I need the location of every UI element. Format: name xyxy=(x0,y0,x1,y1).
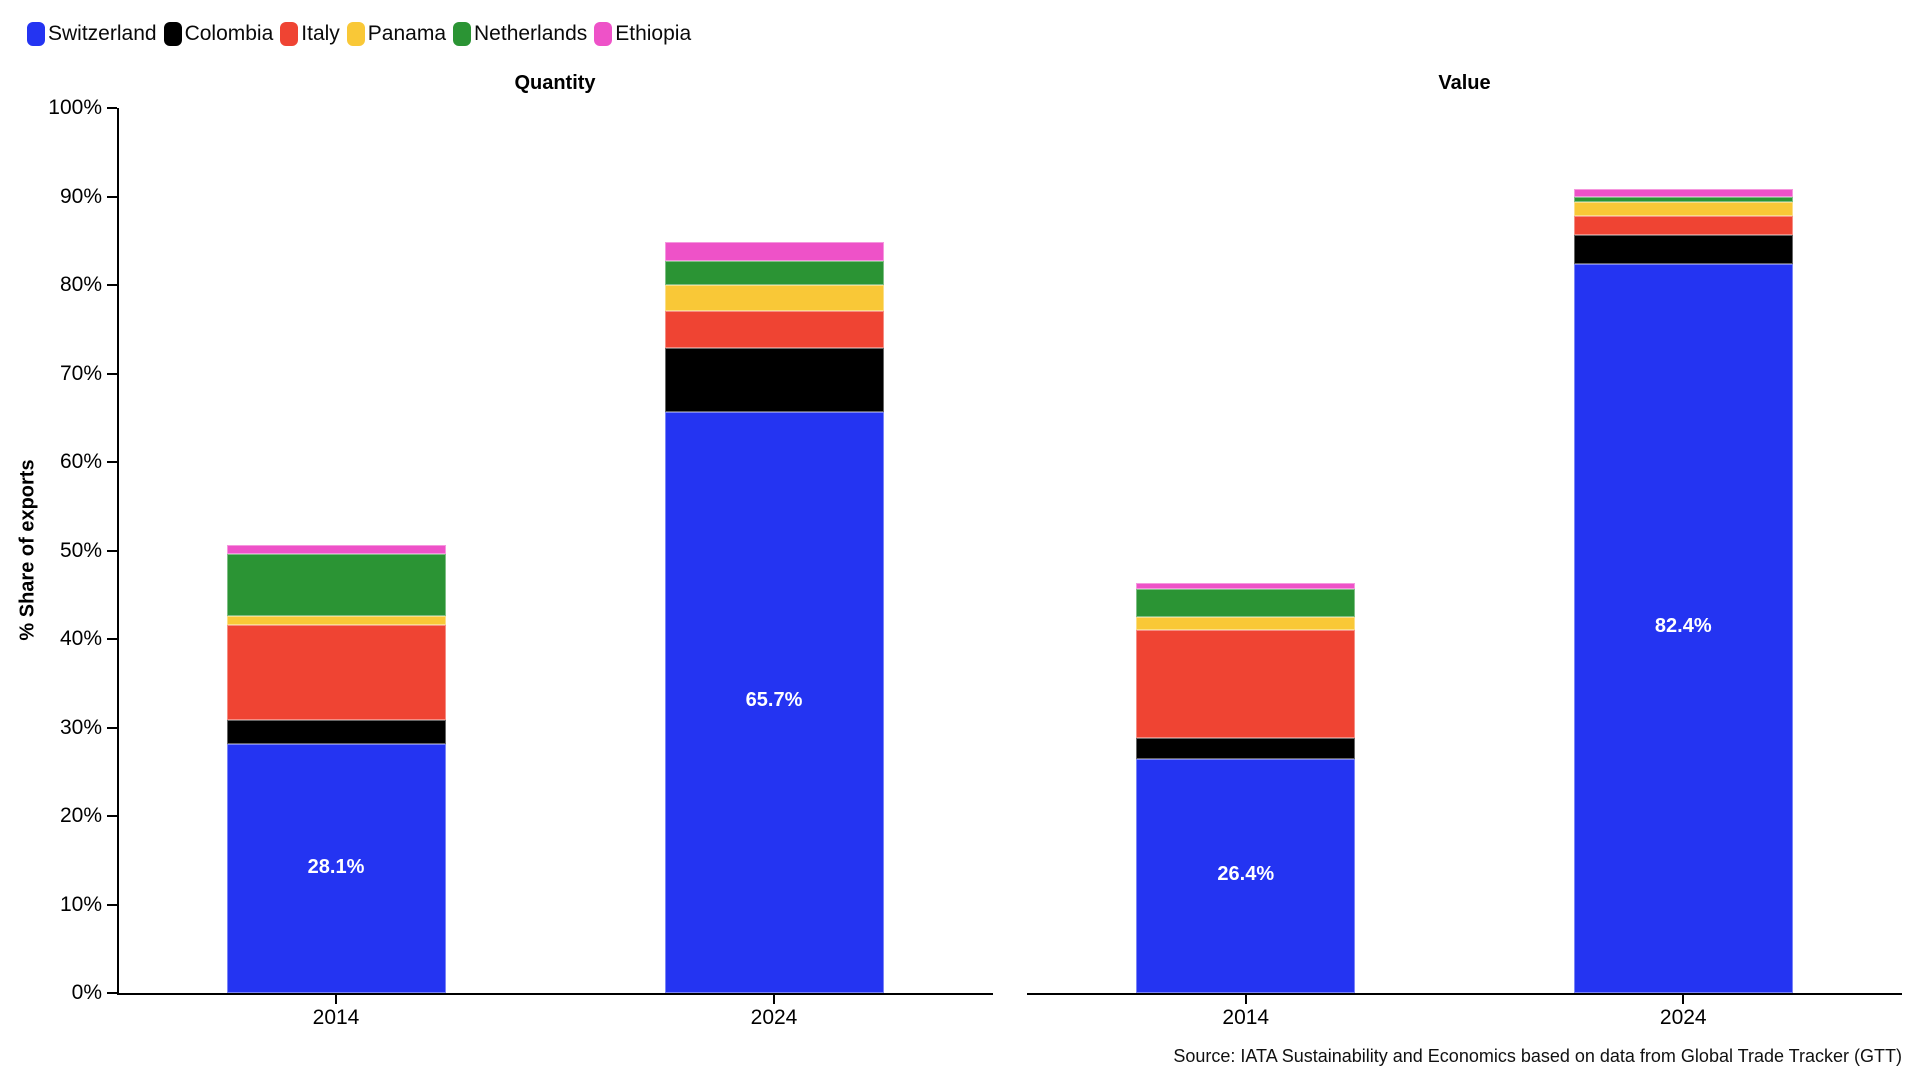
y-tick xyxy=(107,992,117,994)
bar-segment-netherlands-2024 xyxy=(1573,197,1793,202)
y-tick-label: 30% xyxy=(59,715,102,739)
y-tick xyxy=(107,372,117,375)
x-tick xyxy=(1682,995,1685,1004)
legend-item-colombia: Colombia xyxy=(163,22,274,46)
bar-segment-ethiopia-2024 xyxy=(664,241,884,262)
bar-segment-switzerland-2014 xyxy=(226,744,446,993)
legend-swatch-switzerland xyxy=(27,22,45,46)
legend-item-switzerland: Switzerland xyxy=(27,22,157,46)
legend-swatch-netherlands xyxy=(453,22,472,46)
y-tick-label: 60% xyxy=(59,450,102,473)
x-axis-line xyxy=(117,993,993,995)
y-tick-label: 20% xyxy=(59,804,102,827)
bar-value-label-switzerland-2014: 28.1% xyxy=(307,855,365,878)
y-tick-label: 90% xyxy=(59,184,102,208)
y-tick-label: 80% xyxy=(59,273,102,296)
legend-label: Ethiopia xyxy=(615,22,692,45)
chart-title-value: Value xyxy=(1438,72,1491,94)
legend-item-ethiopia: Ethiopia xyxy=(594,22,691,46)
bar-segment-netherlands-2014 xyxy=(1136,589,1356,617)
chart-title-quantity: Quantity xyxy=(514,72,596,94)
bar-segment-switzerland-2024 xyxy=(664,411,884,993)
bar-segment-italy-2014 xyxy=(1136,630,1356,739)
y-tick xyxy=(107,195,117,198)
bar-segment-italy-2024 xyxy=(664,310,884,348)
bar-value-label-switzerland-2014: 26.4% xyxy=(1217,863,1275,886)
y-tick xyxy=(107,638,117,640)
y-tick xyxy=(107,726,117,729)
bar-segment-switzerland-2014 xyxy=(1136,759,1356,993)
legend-item-italy: Italy xyxy=(280,22,340,46)
y-tick xyxy=(107,461,117,463)
bar-segment-ethiopia-2014 xyxy=(226,545,446,555)
source-note: Source: IATA Sustainability and Economic… xyxy=(1173,1046,1902,1066)
bar-segment-colombia-2014 xyxy=(1136,738,1356,760)
bar-segment-netherlands-2014 xyxy=(226,554,446,616)
legend-label: Italy xyxy=(301,22,340,45)
y-tick-label: 10% xyxy=(59,892,102,916)
x-tick xyxy=(773,995,775,1004)
bar-segment-netherlands-2024 xyxy=(664,261,884,285)
bar-segment-panama-2014 xyxy=(226,615,446,625)
bar-segment-ethiopia-2024 xyxy=(1573,189,1793,198)
x-tick xyxy=(335,995,337,1004)
bar-segment-panama-2014 xyxy=(1136,616,1356,631)
bar-segment-panama-2024 xyxy=(1573,201,1793,216)
y-tick-label: 0% xyxy=(71,981,102,1004)
legend-label: Colombia xyxy=(184,22,274,45)
x-tick-label-2024: 2024 xyxy=(750,1006,798,1029)
legend-label: Netherlands xyxy=(474,22,588,45)
bar-segment-ethiopia-2014 xyxy=(1136,583,1356,590)
y-tick xyxy=(107,284,117,286)
legend-label: Switzerland xyxy=(48,22,157,45)
x-tick-label-2014: 2014 xyxy=(1222,1006,1270,1029)
y-tick xyxy=(107,107,117,109)
y-tick-label: 100% xyxy=(48,96,102,119)
legend-swatch-italy xyxy=(280,22,299,46)
x-tick xyxy=(1244,995,1247,1004)
bar-value-label-switzerland-2024: 82.4% xyxy=(1654,615,1712,638)
legend-item-panama: Panama xyxy=(346,22,447,46)
legend-label: Panama xyxy=(367,22,447,45)
bar-segment-colombia-2024 xyxy=(1573,235,1793,264)
y-tick xyxy=(107,549,117,552)
bar-segment-colombia-2014 xyxy=(226,719,446,745)
legend-swatch-colombia xyxy=(163,22,182,46)
y-tick xyxy=(107,903,117,906)
bar-segment-panama-2024 xyxy=(664,285,884,311)
y-tick-label: 50% xyxy=(59,538,102,562)
x-tick-label-2014: 2014 xyxy=(312,1006,360,1029)
y-tick xyxy=(107,815,117,817)
x-axis-line xyxy=(1027,993,1902,995)
bar-segment-italy-2024 xyxy=(1573,215,1793,236)
bar-value-label-switzerland-2024: 65.7% xyxy=(745,689,803,712)
legend-swatch-panama xyxy=(346,22,365,46)
x-tick-label-2024: 2024 xyxy=(1659,1006,1707,1029)
bar-segment-switzerland-2024 xyxy=(1573,263,1793,993)
y-tick-label: 70% xyxy=(59,361,102,385)
legend-swatch-ethiopia xyxy=(594,22,613,46)
bar-segment-italy-2014 xyxy=(226,624,446,720)
legend: Switzerland Colombia Italy Panama Netherland… xyxy=(27,21,691,47)
y-axis-line xyxy=(117,108,119,995)
bar-segment-colombia-2024 xyxy=(664,347,884,412)
legend-item-netherlands: Netherlands xyxy=(453,22,587,46)
y-tick-label: 40% xyxy=(59,627,102,650)
